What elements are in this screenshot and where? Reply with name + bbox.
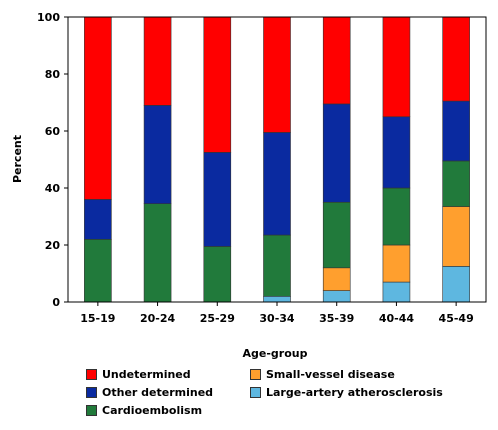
bar-segment-cardioembolism-40-44	[382, 187, 411, 246]
y-tick-label-0: 0	[52, 296, 60, 309]
bar-segment-undetermined-20-24	[143, 16, 172, 106]
x-tick-label-45-49: 45-49	[439, 312, 474, 325]
bar-segment-cardioembolism-35-39	[322, 201, 351, 269]
x-axis-title: Age-group	[243, 347, 308, 360]
plot-area: 15-19 20-24 25-29 30-34 35-39 40-44 45-49 0 20 40…	[37, 11, 487, 325]
bar-segment-other-determined-40-44	[382, 116, 411, 189]
bar-segment-undetermined-25-29	[203, 16, 232, 153]
legend-item-cardioembolism: Cardioembolism	[86, 404, 202, 417]
x-tick-label-20-24: 20-24	[140, 312, 176, 325]
legend-swatch-other-determined	[86, 387, 97, 398]
bar-segment-undetermined-45-49	[442, 16, 470, 102]
bar-segment-large-artery-atherosclerosis-30-34	[263, 295, 291, 303]
y-tick-label-40: 40	[45, 182, 61, 195]
legend-label-cardioembolism: Cardioembolism	[102, 404, 203, 417]
bar-segment-cardioembolism-25-29	[203, 246, 232, 303]
bar-segment-other-determined-30-34	[263, 132, 291, 236]
x-tick-label-25-29: 25-29	[200, 312, 235, 325]
bar-segment-other-determined-25-29	[203, 152, 232, 247]
x-tick-label-15-19: 15-19	[80, 312, 115, 325]
x-tick-label-40-44: 40-44	[379, 312, 415, 325]
bar-segment-small-vessel-disease-40-44	[382, 244, 411, 283]
bar-segment-other-determined-15-19	[84, 199, 112, 240]
bar-segment-other-determined-35-39	[322, 103, 351, 203]
y-tick-label-60: 60	[45, 125, 61, 138]
bar-segment-cardioembolism-30-34	[263, 234, 291, 297]
legend-item-large-artery: Large-artery atherosclerosis	[250, 386, 443, 399]
legend-swatch-cardioembolism	[86, 405, 97, 416]
bar-segment-large-artery-atherosclerosis-45-49	[442, 266, 470, 303]
legend-label-large-artery: Large-artery atherosclerosis	[266, 386, 443, 399]
bar-segment-small-vessel-disease-45-49	[442, 206, 470, 267]
legend: Undetermined Other determined Cardioembo…	[86, 368, 486, 424]
x-tick-label-30-34: 30-34	[259, 312, 295, 325]
plot-frame	[67, 16, 487, 303]
y-tick-label-80: 80	[45, 68, 61, 81]
bar-segment-other-determined-20-24	[143, 105, 172, 204]
bar-segment-cardioembolism-20-24	[143, 203, 172, 303]
x-tick-label-35-39: 35-39	[319, 312, 354, 325]
bar-segment-cardioembolism-15-19	[84, 239, 112, 303]
legend-label-undetermined: Undetermined	[102, 368, 191, 381]
stacked-bar-chart: 15-19 20-24 25-29 30-34 35-39 40-44 45-49 0 20 40…	[11, 11, 487, 360]
legend-label-other-determined: Other determined	[102, 386, 214, 399]
legend-swatch-small-vessel	[250, 369, 261, 380]
legend-swatch-undetermined	[86, 369, 97, 380]
legend-item-undetermined: Undetermined	[86, 368, 191, 381]
bar-segment-small-vessel-disease-35-39	[322, 267, 351, 291]
bar-segment-undetermined-30-34	[263, 16, 291, 133]
y-axis-title: Percent	[11, 135, 24, 183]
bar-segment-large-artery-atherosclerosis-35-39	[322, 290, 351, 303]
y-tick-label-100: 100	[37, 11, 60, 24]
legend-item-other-determined: Other determined	[86, 386, 213, 399]
bar-segment-undetermined-35-39	[322, 16, 351, 105]
y-tick-label-20: 20	[45, 239, 61, 252]
legend-label-small-vessel: Small-vessel disease	[266, 368, 395, 381]
bar-segment-cardioembolism-45-49	[442, 160, 470, 207]
legend-item-small-vessel: Small-vessel disease	[250, 368, 395, 381]
bar-segment-undetermined-40-44	[382, 16, 411, 118]
bar-segment-undetermined-15-19	[84, 16, 112, 200]
bar-segment-large-artery-atherosclerosis-40-44	[382, 281, 411, 303]
bar-segment-other-determined-45-49	[442, 100, 470, 162]
legend-swatch-large-artery	[250, 387, 261, 398]
